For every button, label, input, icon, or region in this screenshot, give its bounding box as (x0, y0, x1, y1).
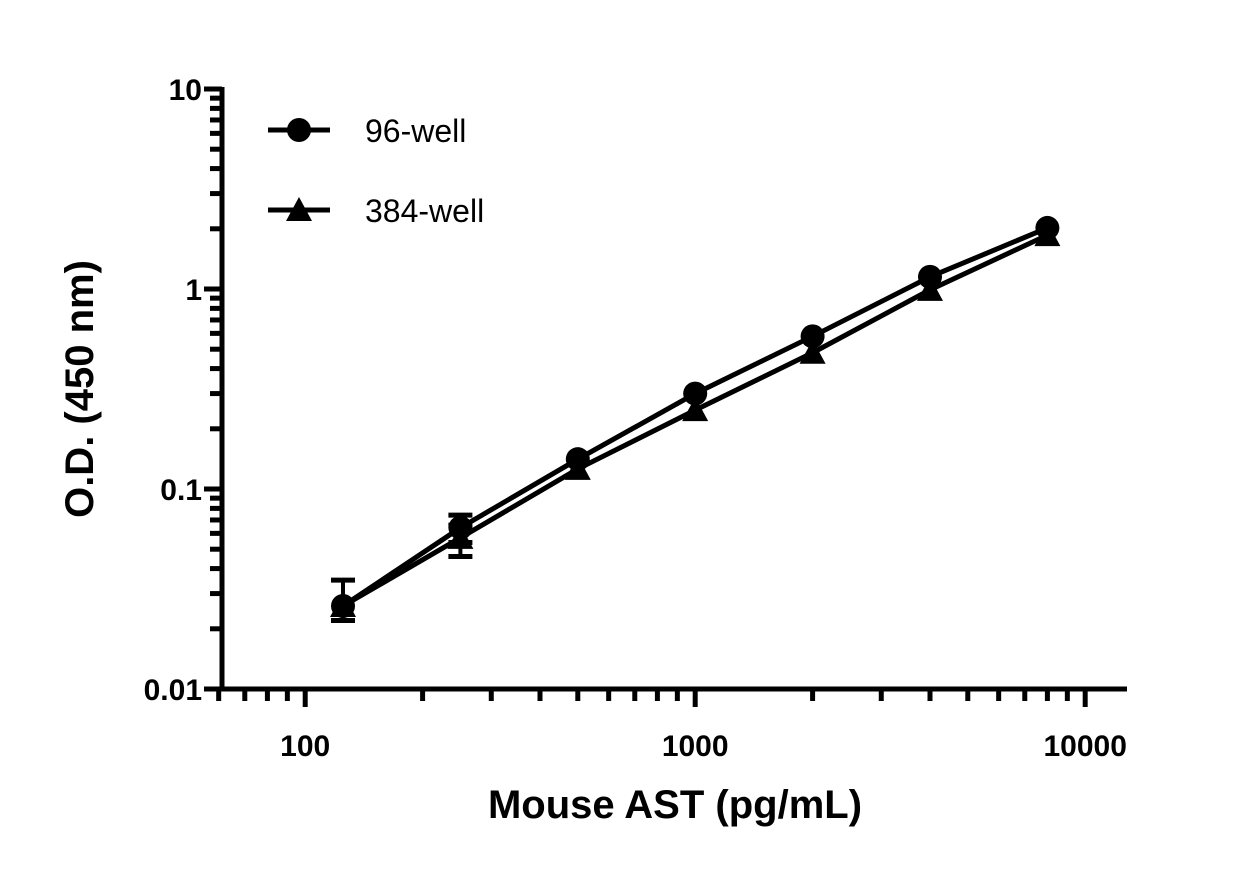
x-tick-label: 1000 (662, 730, 729, 763)
data-point-triangle (1034, 222, 1061, 247)
data-point-circle (683, 381, 708, 406)
series-384-well (329, 222, 1061, 618)
y-tick-label: 0.1 (160, 474, 202, 507)
data-point-triangle (916, 276, 943, 301)
series-group (329, 215, 1061, 624)
data-point-triangle (682, 397, 709, 422)
y-tick-label: 0.01 (144, 674, 202, 707)
axes: 100 1000 10000 10 1 0.1 0.01 (144, 74, 1127, 763)
legend-marker-triangle (286, 197, 312, 221)
legend: 96-well 384-well (268, 113, 484, 229)
y-axis-label: O.D. (450 nm) (58, 260, 102, 518)
data-point-circle (917, 264, 942, 289)
data-point-triangle (799, 339, 826, 364)
y-tick-label: 1 (185, 274, 202, 307)
legend-label: 96-well (365, 113, 466, 149)
data-point-triangle (329, 593, 356, 618)
legend-marker-circle (287, 118, 311, 142)
x-tick-label: 100 (280, 730, 330, 763)
x-tick-label: 10000 (1043, 730, 1126, 763)
legend-label: 384-well (365, 193, 484, 229)
data-point-circle (800, 324, 825, 349)
x-axis-label: Mouse AST (pg/mL) (488, 783, 862, 827)
data-point-triangle (447, 524, 474, 549)
y-tick-label: 10 (169, 74, 202, 107)
data-point-triangle (564, 455, 591, 480)
